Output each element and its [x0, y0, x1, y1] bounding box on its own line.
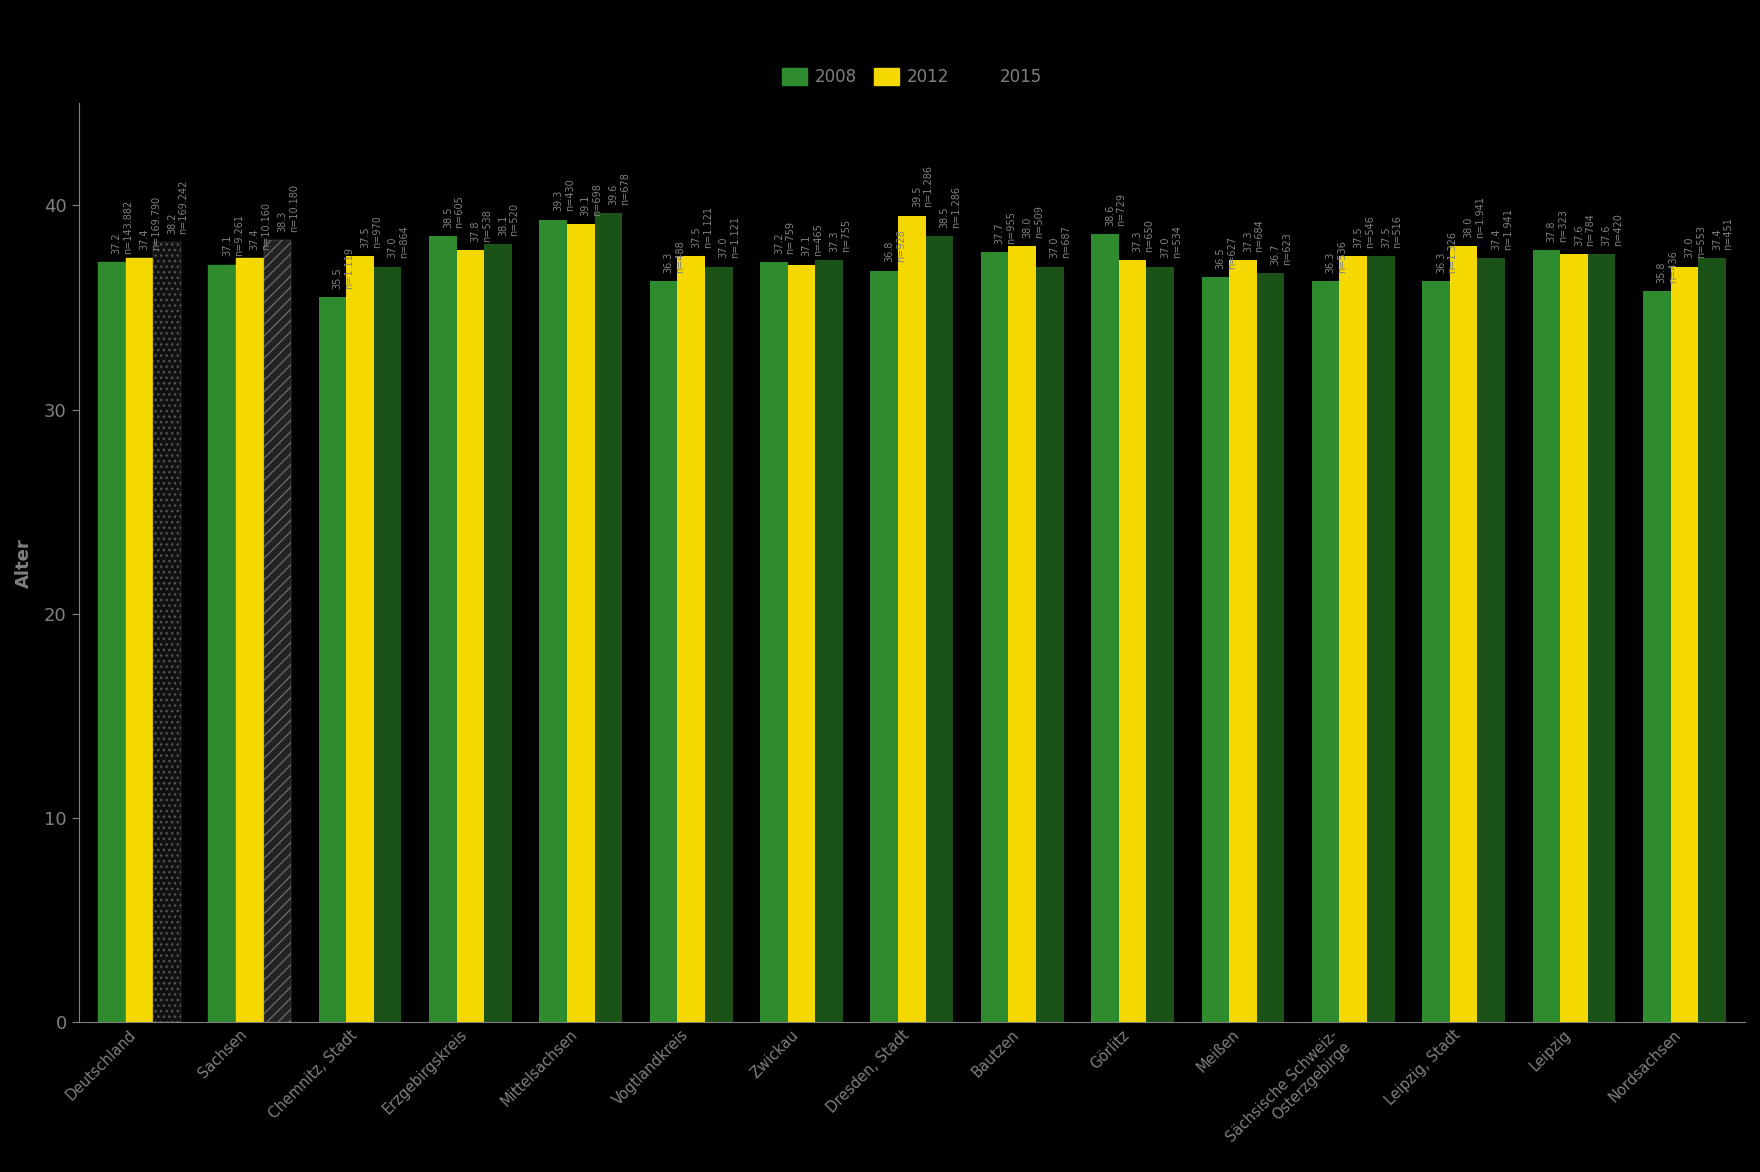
Bar — [980, 252, 1008, 1022]
Bar — [1368, 257, 1394, 1022]
Bar — [1037, 266, 1063, 1022]
Text: 36.8
n=928: 36.8 n=928 — [884, 230, 906, 263]
Bar — [1146, 266, 1174, 1022]
Text: 37.0
n=1.121: 37.0 n=1.121 — [718, 217, 741, 258]
Y-axis label: Alter: Alter — [16, 538, 33, 587]
Text: 39.5
n=1.286: 39.5 n=1.286 — [912, 165, 933, 207]
Bar — [1450, 246, 1477, 1022]
Text: 38.5
n=1.286: 38.5 n=1.286 — [940, 186, 961, 227]
Text: 37.1
n=465: 37.1 n=465 — [801, 224, 824, 257]
Text: 37.4
n=169.790: 37.4 n=169.790 — [139, 196, 160, 251]
Text: 35.8
n=436: 35.8 n=436 — [1656, 250, 1679, 282]
Text: 37.5
n=970: 37.5 n=970 — [361, 216, 382, 248]
Text: 37.4
n=1.941: 37.4 n=1.941 — [1491, 209, 1514, 251]
Bar — [1477, 258, 1505, 1022]
Bar — [208, 265, 236, 1022]
Bar — [815, 260, 843, 1022]
Text: 37.3
n=684: 37.3 n=684 — [1243, 219, 1264, 252]
Bar — [1202, 277, 1228, 1022]
Text: 37.8
n=323: 37.8 n=323 — [1547, 209, 1568, 243]
Text: 37.6
n=784: 37.6 n=784 — [1573, 213, 1596, 246]
Bar — [678, 257, 706, 1022]
Bar — [1228, 260, 1257, 1022]
Bar — [1119, 260, 1146, 1022]
Text: 37.3
n=755: 37.3 n=755 — [829, 219, 850, 252]
Text: 37.3
n=650: 37.3 n=650 — [1132, 219, 1155, 252]
Bar — [1642, 291, 1670, 1022]
Bar — [456, 251, 484, 1022]
Text: 38.0
n=509: 38.0 n=509 — [1023, 205, 1044, 238]
Bar — [429, 236, 456, 1022]
Bar — [1559, 254, 1588, 1022]
Text: 37.2
n=143.882: 37.2 n=143.882 — [113, 200, 134, 254]
Text: 37.0
n=687: 37.0 n=687 — [1049, 225, 1072, 258]
Text: 37.4
n=451: 37.4 n=451 — [1712, 217, 1734, 251]
Text: 37.0
n=864: 37.0 n=864 — [387, 226, 410, 258]
Bar — [567, 224, 595, 1022]
Text: 36.5
n=627: 36.5 n=627 — [1216, 236, 1237, 268]
Bar — [1533, 251, 1559, 1022]
Text: 38.2
n=169.242: 38.2 n=169.242 — [167, 179, 188, 234]
Bar — [1339, 257, 1368, 1022]
Bar — [125, 258, 153, 1022]
Text: 36.3
n=488: 36.3 n=488 — [664, 240, 685, 273]
Text: 38.0
n=1.941: 38.0 n=1.941 — [1464, 196, 1485, 238]
Text: 36.3
n=536: 36.3 n=536 — [1325, 240, 1346, 273]
Text: 37.5
n=546: 37.5 n=546 — [1353, 216, 1375, 248]
Bar — [1091, 234, 1119, 1022]
Bar — [788, 265, 815, 1022]
Bar — [1670, 266, 1698, 1022]
Bar — [347, 257, 373, 1022]
Bar — [99, 263, 125, 1022]
Text: 37.5
n=516: 37.5 n=516 — [1382, 216, 1403, 248]
Legend: 2008, 2012, 2015: 2008, 2012, 2015 — [774, 61, 1049, 93]
Text: 37.4
n=10.160: 37.4 n=10.160 — [250, 203, 271, 251]
Bar — [760, 263, 788, 1022]
Text: 36.7
n=623: 36.7 n=623 — [1271, 232, 1292, 265]
Text: 38.6
n=729: 38.6 n=729 — [1105, 192, 1126, 226]
Bar — [236, 258, 264, 1022]
Bar — [484, 244, 512, 1022]
Text: 35.5
n=1.119: 35.5 n=1.119 — [333, 247, 354, 289]
Bar — [319, 298, 347, 1022]
Text: 39.6
n=678: 39.6 n=678 — [609, 172, 630, 205]
Bar — [926, 236, 954, 1022]
Bar — [706, 266, 732, 1022]
Text: 37.2
n=759: 37.2 n=759 — [774, 222, 796, 254]
Text: 37.7
n=955: 37.7 n=955 — [994, 211, 1016, 244]
Text: 37.6
n=420: 37.6 n=420 — [1602, 213, 1623, 246]
Bar — [373, 266, 401, 1022]
Bar — [1311, 281, 1339, 1022]
Bar — [1257, 273, 1285, 1022]
Bar — [153, 243, 181, 1022]
Bar — [539, 219, 567, 1022]
Bar — [1422, 281, 1450, 1022]
Text: 39.3
n=430: 39.3 n=430 — [553, 178, 576, 211]
Text: 37.8
n=538: 37.8 n=538 — [470, 209, 493, 243]
Text: 39.1
n=698: 39.1 n=698 — [581, 183, 602, 216]
Text: 38.5
n=605: 38.5 n=605 — [444, 195, 465, 227]
Text: 37.0
n=553: 37.0 n=553 — [1684, 225, 1705, 258]
Bar — [595, 213, 621, 1022]
Text: 37.0
n=534: 37.0 n=534 — [1160, 225, 1181, 258]
Bar — [898, 216, 926, 1022]
Text: 36.3
n=1.326: 36.3 n=1.326 — [1436, 231, 1457, 273]
Bar — [264, 240, 290, 1022]
Bar — [1698, 258, 1727, 1022]
Bar — [871, 271, 898, 1022]
Text: 37.1
n=9.261: 37.1 n=9.261 — [222, 214, 243, 257]
Text: 38.3
n=10.180: 38.3 n=10.180 — [278, 184, 299, 232]
Bar — [1588, 254, 1616, 1022]
Text: 37.5
n=1.121: 37.5 n=1.121 — [692, 206, 713, 248]
Bar — [1008, 246, 1037, 1022]
Bar — [649, 281, 678, 1022]
Text: 38.1
n=520: 38.1 n=520 — [498, 203, 519, 236]
